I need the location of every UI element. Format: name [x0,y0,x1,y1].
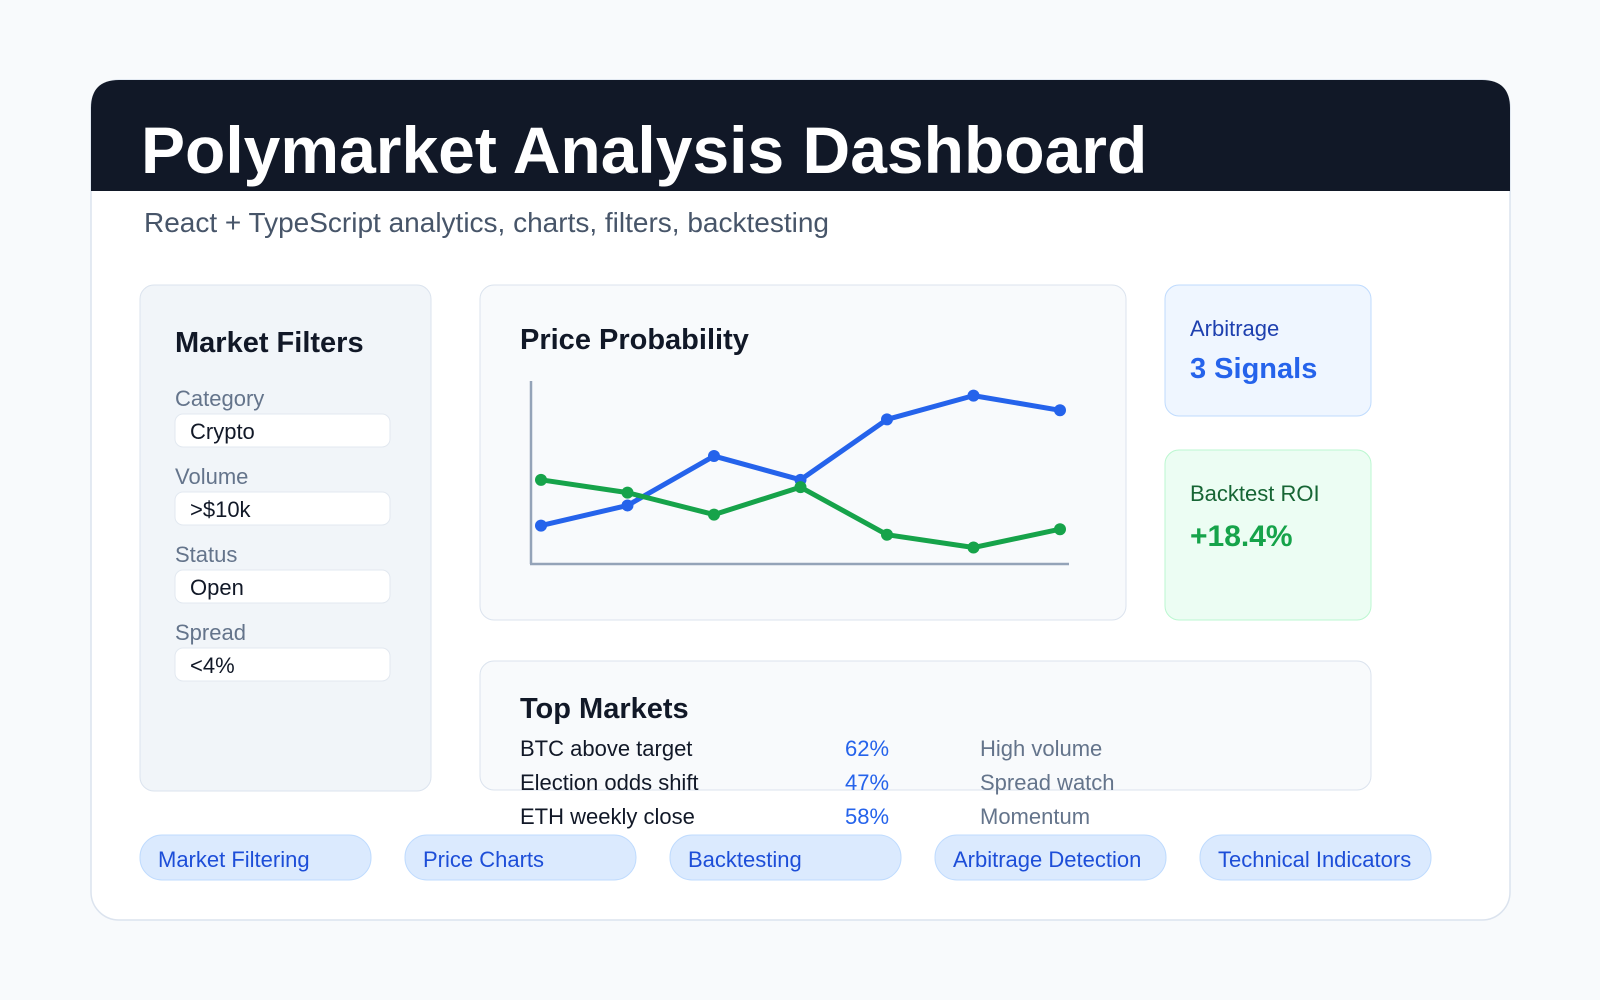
data-point [881,413,893,426]
backtest-label: Backtest ROI [1190,481,1320,506]
feature-pill[interactable] [1199,834,1432,881]
chart-panel [479,284,1127,621]
feature-pill[interactable] [934,834,1167,881]
market-note: High volume [980,736,1102,761]
feature-pill[interactable] [404,834,637,881]
arbitrage-value: 3 Signals [1190,353,1317,385]
data-point [967,389,980,402]
data-point [967,541,980,554]
market-note: Momentum [980,804,1090,829]
feature-label: Price Charts [423,847,544,872]
feature-label: Arbitrage Detection [953,847,1141,872]
market-probability: 47% [845,770,889,795]
filter-value: Open [190,575,244,600]
data-point [621,499,634,512]
feature-label: Market Filtering [158,847,310,872]
header-bar [91,80,1510,191]
backtest-card [1164,449,1372,621]
feature-pill[interactable] [669,834,902,881]
market-note: Spread watch [980,770,1115,795]
subtitle: React + TypeScript analytics, charts, fi… [144,207,829,238]
feature-label: Technical Indicators [1218,847,1411,872]
filters-title: Market Filters [175,327,364,359]
feature-label: Backtesting [688,847,802,872]
filter-label: Spread [175,620,246,645]
data-point [1054,404,1066,417]
arbitrage-label: Arbitrage [1190,316,1279,341]
feature-pill[interactable] [139,834,372,881]
data-point [708,508,720,521]
page-title: Polymarket Analysis Dashboard [141,113,1147,187]
filter-input[interactable] [174,413,391,448]
top-markets-title: Top Markets [520,693,689,725]
market-name: ETH weekly close [520,804,695,829]
filter-input[interactable] [174,647,391,682]
filter-value: >$10k [190,497,252,522]
backtest-value: +18.4% [1190,520,1293,553]
filter-label: Status [175,542,237,567]
filters-panel [139,284,432,792]
data-point [535,519,547,532]
filter-input[interactable] [174,491,391,526]
market-probability: 62% [845,736,889,761]
chart-title: Price Probability [520,324,749,356]
filter-value: Crypto [190,419,255,444]
data-point [794,481,807,494]
filter-input[interactable] [174,569,391,604]
data-point [1054,523,1066,536]
filter-label: Category [175,386,264,411]
data-point [621,486,634,499]
filter-label: Volume [175,464,248,489]
market-probability: 58% [845,804,889,829]
data-point [708,450,720,463]
data-point [535,473,547,486]
top-markets-panel [479,660,1372,791]
data-point [881,528,893,541]
arbitrage-card [1164,284,1372,417]
market-name: BTC above target [520,736,692,761]
filter-value: <4% [190,653,235,678]
market-name: Election odds shift [520,770,699,795]
